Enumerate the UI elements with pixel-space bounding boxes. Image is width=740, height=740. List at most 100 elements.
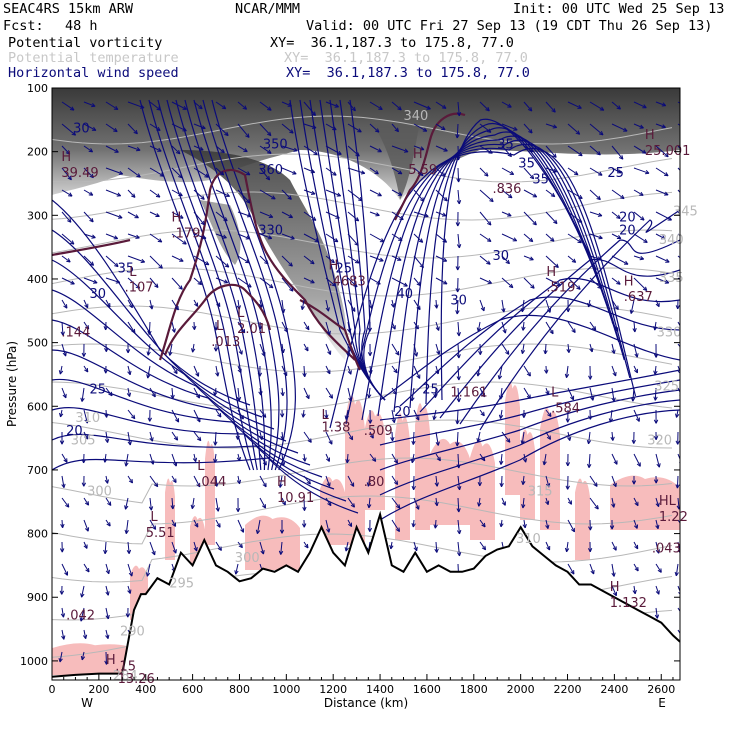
wind-vector	[237, 101, 247, 110]
wind-contours	[52, 99, 680, 521]
wind-vector-head	[456, 178, 461, 183]
wind-vector-head	[302, 506, 307, 511]
wind-contour-line	[379, 369, 680, 421]
wind-vector	[523, 387, 531, 399]
wind-vector	[435, 277, 448, 285]
wind-vector	[589, 255, 602, 260]
x-tick-label: 2400	[600, 683, 628, 696]
wind-vector-head	[234, 570, 239, 575]
wind-vector-head	[268, 283, 274, 289]
wind-vector-head	[398, 236, 403, 242]
wind-vector	[501, 145, 512, 157]
pv-contour-line	[52, 238, 131, 257]
wind-vector	[522, 321, 525, 331]
extremum-label: L	[150, 510, 158, 525]
wind-vector-head	[347, 370, 352, 375]
low-pv-patch	[470, 440, 495, 540]
wind-vector	[435, 167, 446, 177]
wind-vector-head	[257, 372, 263, 377]
wind-vector	[545, 233, 555, 242]
wind-vector	[215, 145, 225, 154]
wind-vector-head	[283, 327, 288, 333]
extremum-label: HL	[659, 494, 677, 509]
wind-vector-head	[247, 283, 252, 288]
wind-vector	[479, 255, 491, 265]
wind-vector	[61, 211, 72, 223]
wind-vector	[545, 189, 556, 198]
wind-vector-head	[567, 436, 572, 441]
wind-vector	[676, 475, 679, 489]
wind-vector	[391, 497, 401, 509]
wind-vector	[193, 365, 199, 377]
extremum-label: L	[216, 319, 224, 334]
wind-vector	[83, 167, 94, 179]
wind-vector-head	[570, 527, 575, 533]
wind-vector-head	[505, 259, 510, 265]
wind-vector-head	[348, 522, 353, 528]
wind-vector-head	[367, 351, 373, 357]
wind-vector-head	[61, 483, 66, 488]
wind-vector-head	[422, 127, 428, 132]
wind-vector-head	[391, 325, 396, 330]
wind-vector	[83, 101, 96, 107]
wind-vector-head	[69, 240, 75, 245]
wind-contour-line	[345, 143, 631, 425]
wind-vector	[611, 123, 628, 132]
wind-vector	[214, 387, 217, 396]
wind-vector	[280, 541, 283, 555]
wind-vector	[545, 475, 550, 488]
wind-vector-head	[238, 350, 243, 355]
wind-vector	[435, 541, 438, 553]
wind-vector	[655, 519, 659, 529]
wind-vector	[149, 277, 159, 288]
y-tick-label: 900	[27, 591, 48, 604]
wind-vector-head	[235, 435, 240, 440]
wind-vector	[149, 211, 160, 217]
wind-vector-head	[577, 104, 582, 109]
wind-vector-head	[354, 217, 360, 222]
wind-vector-head	[127, 441, 132, 446]
wind-vector	[281, 299, 285, 313]
wind-vector	[105, 145, 119, 153]
wind-vector	[83, 277, 98, 284]
wind-vector-head	[507, 212, 512, 217]
extremum-label: L	[322, 408, 330, 423]
wind-vector	[171, 387, 174, 399]
wind-vector	[545, 321, 554, 335]
wind-contour-line	[393, 131, 614, 413]
wind-vector-head	[311, 124, 317, 129]
wind-vector-head	[376, 280, 381, 285]
wind-vector	[457, 519, 460, 534]
wind-vector	[215, 255, 230, 268]
wind-vector-head	[333, 238, 339, 243]
wind-vector-head	[246, 213, 252, 218]
wind-vector-head	[182, 127, 187, 132]
wind-vector-head	[280, 348, 286, 354]
wind-vector-head	[593, 482, 598, 487]
wind-vector	[655, 123, 666, 128]
wind-vector-head	[675, 484, 680, 489]
wind-vector-head	[664, 152, 669, 158]
wind-speed-label: 20	[394, 405, 411, 420]
wind-vector	[171, 365, 178, 374]
wind-vector	[369, 211, 380, 216]
wind-vector	[127, 541, 130, 554]
wind-vector-head	[91, 234, 96, 239]
x-tick-label: 800	[229, 683, 250, 696]
wind-vector-head	[351, 307, 356, 312]
wind-vector	[59, 651, 63, 663]
wind-vector	[149, 475, 159, 487]
wind-vector	[567, 123, 581, 135]
extremum-label: 10.91	[277, 491, 314, 506]
wind-vector	[105, 277, 120, 283]
wind-vector-head	[653, 326, 658, 331]
wind-vector-head	[84, 367, 89, 373]
wind-vector-head	[456, 508, 461, 513]
wind-vector	[677, 519, 680, 524]
wind-vector	[457, 497, 460, 513]
low-pv-patch	[415, 403, 430, 530]
wind-vector-head	[113, 105, 119, 110]
wind-vector-head	[368, 419, 373, 424]
wind-vector	[83, 321, 90, 330]
wind-vector	[171, 409, 180, 423]
